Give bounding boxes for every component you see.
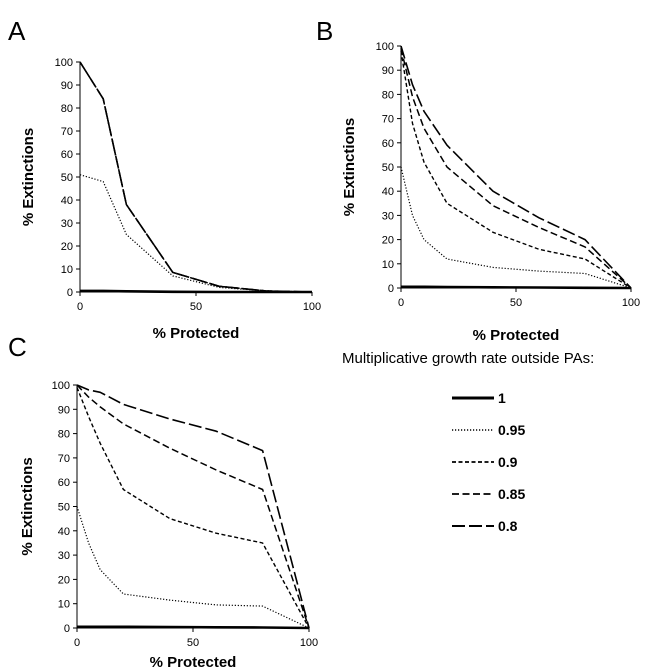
series-line-0-95 — [79, 174, 313, 293]
legend-title: Multiplicative growth rate outside PAs: — [342, 350, 594, 367]
panel-letter: A — [8, 16, 26, 46]
y-tick-label: 40 — [382, 186, 394, 198]
panel-letter: C — [8, 332, 27, 362]
x-axis-title: % Protected — [150, 654, 237, 671]
y-tick-label: 90 — [58, 404, 70, 416]
y-tick-label: 60 — [61, 149, 73, 161]
x-tick-label: 50 — [510, 297, 522, 309]
x-tick-label: 100 — [300, 637, 318, 649]
y-tick-label: 60 — [58, 477, 70, 489]
series-line-0-95 — [400, 166, 632, 289]
series-line-1 — [80, 289, 312, 294]
y-tick-label: 70 — [61, 126, 73, 138]
y-tick-label: 30 — [61, 218, 73, 230]
y-tick-label: 10 — [58, 599, 70, 611]
y-tick-label: 50 — [382, 162, 394, 174]
legend-label: 0.8 — [498, 518, 518, 534]
y-tick-label: 90 — [382, 65, 394, 77]
series-line-0-95 — [76, 506, 310, 629]
y-tick-label: 40 — [61, 195, 73, 207]
series-line-0-8 — [400, 45, 632, 289]
series-line-0-8 — [79, 61, 313, 293]
legend: Multiplicative growth rate outside PAs: … — [342, 350, 594, 534]
series-line-1 — [401, 285, 632, 290]
y-tick-label: 20 — [58, 574, 70, 586]
series-line-0-8 — [76, 384, 310, 629]
x-axis-title: % Protected — [153, 325, 240, 342]
y-tick-label: 50 — [58, 502, 70, 514]
y-tick-label: 80 — [382, 89, 394, 101]
y-tick-label: 60 — [382, 138, 394, 150]
series-line-0-85 — [76, 384, 310, 629]
series-line-0-9 — [76, 387, 310, 629]
y-tick-label: 0 — [64, 623, 70, 635]
panel-a: A 0 10 20 30 40 50 60 70 80 90 100 0 50 100 % Protected… — [8, 16, 321, 342]
series-line-0-9 — [79, 61, 313, 293]
legend-entries: 1 0.95 0.9 0.85 0.8 — [452, 390, 525, 534]
panel-letter: B — [316, 16, 333, 46]
x-tick-label: 0 — [398, 297, 404, 309]
y-tick-label: 50 — [61, 172, 73, 184]
y-tick-label: 80 — [58, 429, 70, 441]
series-line-0-85 — [79, 61, 313, 293]
y-tick-label: 0 — [67, 287, 73, 299]
x-tick-label: 100 — [622, 297, 640, 309]
y-tick-label: 100 — [52, 380, 70, 392]
x-tick-label: 50 — [187, 637, 199, 649]
y-tick-label: 70 — [382, 114, 394, 126]
y-tick-label: 30 — [58, 550, 70, 562]
panel-c: C 0 10 20 30 40 50 60 70 80 90 100 0 50 100 % Protected… — [8, 332, 318, 671]
y-tick-label: 40 — [58, 526, 70, 538]
legend-label: 0.85 — [498, 486, 525, 502]
x-tick-label: 0 — [77, 301, 83, 313]
y-tick-label: 10 — [61, 264, 73, 276]
y-tick-label: 70 — [58, 453, 70, 465]
x-tick-label: 0 — [74, 637, 80, 649]
legend-label: 0.95 — [498, 422, 525, 438]
y-tick-label: 30 — [382, 210, 394, 222]
x-tick-label: 100 — [303, 301, 321, 313]
y-tick-label: 20 — [61, 241, 73, 253]
legend-label: 0.9 — [498, 454, 518, 470]
x-tick-label: 50 — [190, 301, 202, 313]
y-axis-title: % Extinctions — [19, 457, 36, 555]
y-tick-label: 80 — [61, 103, 73, 115]
y-tick-label: 100 — [55, 57, 73, 69]
panel-b: B 0 10 20 30 40 50 60 70 80 90 100 0 50 100 % Protected… — [316, 16, 640, 344]
series-line-0-85 — [400, 48, 632, 289]
series-line-0-9 — [400, 50, 632, 289]
y-tick-label: 10 — [382, 259, 394, 271]
legend-label: 1 — [498, 390, 506, 406]
y-axis-title: % Extinctions — [341, 118, 358, 216]
series-line-1 — [77, 625, 310, 630]
x-axis-title: % Protected — [473, 327, 560, 344]
y-tick-label: 20 — [382, 235, 394, 247]
y-axis-title: % Extinctions — [20, 128, 37, 226]
y-tick-label: 90 — [61, 80, 73, 92]
y-tick-label: 0 — [388, 283, 394, 295]
y-tick-label: 100 — [376, 41, 394, 53]
